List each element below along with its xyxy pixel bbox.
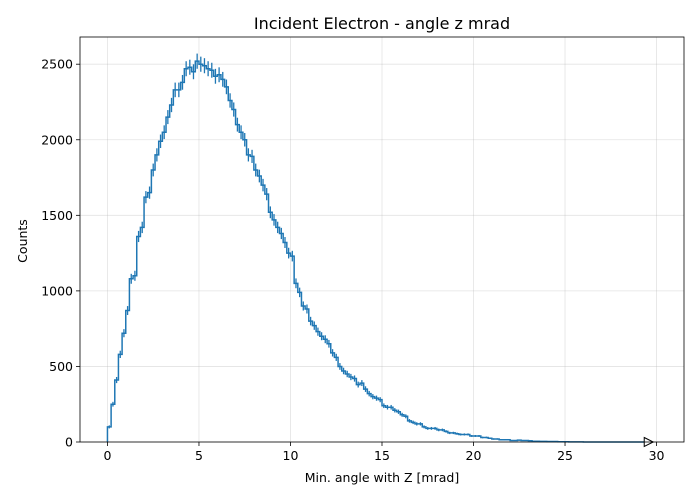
x-tick-label: 30 xyxy=(649,448,665,463)
chart-title: Incident Electron - angle z mrad xyxy=(254,14,510,33)
y-tick-label: 2000 xyxy=(41,132,73,147)
grid-lines xyxy=(80,37,684,443)
x-tick-label: 10 xyxy=(283,448,299,463)
y-axis-ticks: 0 500 1000 1500 2000 2500 xyxy=(41,57,80,450)
x-tick-label: 0 xyxy=(103,448,111,463)
x-axis-ticks: 0 5 10 15 20 25 30 xyxy=(103,442,665,463)
histogram-line xyxy=(106,60,650,443)
y-axis-label: Counts xyxy=(15,219,30,263)
x-tick-label: 15 xyxy=(374,448,390,463)
y-tick-label: 1500 xyxy=(41,208,73,223)
x-tick-label: 5 xyxy=(195,448,203,463)
y-tick-label: 500 xyxy=(49,359,73,374)
x-tick-label: 25 xyxy=(557,448,573,463)
x-axis-label: Min. angle with Z [mrad] xyxy=(305,470,459,485)
y-tick-label: 1000 xyxy=(41,283,73,298)
y-tick-label: 0 xyxy=(65,435,73,450)
x-tick-label: 20 xyxy=(466,448,482,463)
plot-area xyxy=(106,53,655,448)
y-tick-label: 2500 xyxy=(41,57,73,72)
